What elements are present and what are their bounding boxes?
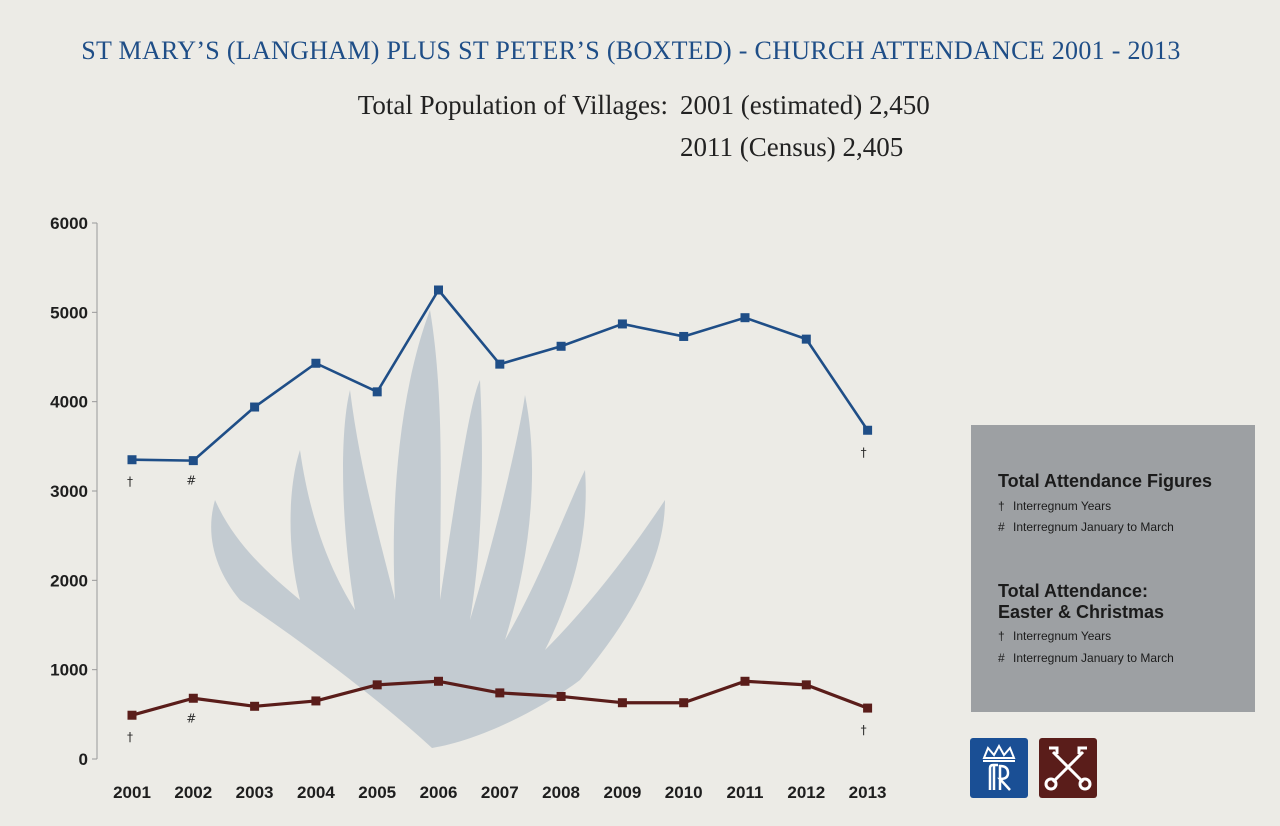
legend-title-total: Total Attendance Figures <box>998 471 1213 491</box>
x-tick-label: 2006 <box>420 783 458 802</box>
data-point <box>801 334 811 344</box>
legend-title-easter-christmas-line2: Easter & Christmas <box>998 602 1165 622</box>
legend-note-text: Interregnum January to March <box>1013 520 1174 534</box>
legend-note-text: Interregnum Years <box>1013 499 1112 513</box>
data-point <box>372 387 382 397</box>
x-tick-label: 2005 <box>358 783 396 802</box>
data-point <box>556 341 566 351</box>
legend-note-interregnum-years: † Interregnum Years <box>998 629 1111 643</box>
data-point <box>311 696 321 706</box>
x-tick-label: 2009 <box>603 783 641 802</box>
hash-symbol: # <box>998 651 1005 665</box>
x-tick-label: 2007 <box>481 783 519 802</box>
x-tick-label: 2002 <box>174 783 212 802</box>
data-point <box>434 676 443 686</box>
population-2011: 2011 (Census) 2,405 <box>680 132 904 162</box>
series-line <box>131 288 869 462</box>
data-point <box>188 456 198 466</box>
population-2001: 2001 (estimated) 2,450 <box>680 90 930 120</box>
x-tick-label: 2004 <box>297 783 335 802</box>
x-tick-label: 2003 <box>236 783 274 802</box>
interregnum-marker: # <box>186 711 196 725</box>
data-point <box>127 455 137 465</box>
y-tick-label: 2000 <box>50 571 88 590</box>
legend-title-easter-christmas-line1: Total Attendance: <box>998 581 1149 601</box>
flame-watermark-icon <box>211 310 665 748</box>
y-tick-label: 0 <box>79 750 88 769</box>
x-tick-label: 2001 <box>113 783 151 802</box>
y-axis: 0 1000 2000 3000 4000 5000 6000 <box>50 214 98 769</box>
y-tick-label: 5000 <box>50 303 88 322</box>
dagger-symbol: † <box>998 499 1005 513</box>
data-point <box>617 319 627 329</box>
y-tick-label: 6000 <box>50 214 88 233</box>
data-point <box>434 285 443 295</box>
data-point <box>250 701 260 711</box>
data-point <box>679 331 689 341</box>
chart-title: ST MARY’S (LANGHAM) PLUS ST PETER’S (BOX… <box>81 36 1181 65</box>
series-2: † # † <box>127 676 873 744</box>
y-tick-label: 3000 <box>50 482 88 501</box>
x-tick-label: 2012 <box>787 783 825 802</box>
x-tick-label: 2008 <box>542 783 580 802</box>
data-point <box>740 313 750 323</box>
x-tick-label: 2011 <box>727 783 764 802</box>
interregnum-marker: † <box>127 475 133 489</box>
series-1: † # † <box>127 285 873 489</box>
hash-symbol: # <box>998 520 1005 534</box>
interregnum-marker: † <box>127 730 133 744</box>
data-point <box>311 358 321 368</box>
legend-note-interregnum-jan-mar: # Interregnum January to March <box>998 520 1174 534</box>
series-layer: † # † † # † <box>127 285 873 744</box>
population-label: Total Population of Villages: <box>357 90 668 120</box>
dagger-symbol: † <box>998 629 1005 643</box>
data-point <box>495 359 505 369</box>
data-point <box>863 425 873 435</box>
data-point <box>556 691 566 701</box>
crown-monogram-icon <box>970 738 1028 798</box>
data-point <box>863 703 873 713</box>
legend-panel: Total Attendance Figures † Interregnum Ye… <box>971 425 1255 712</box>
data-point <box>495 688 505 698</box>
data-point <box>617 698 627 708</box>
x-axis: 2001 2002 2003 2004 2005 2006 2007 2008 2009 2010… <box>113 783 886 802</box>
legend-note-interregnum-years: † Interregnum Years <box>998 499 1111 513</box>
y-tick-label: 1000 <box>50 661 88 680</box>
legend-note-text: Interregnum January to March <box>1013 651 1174 665</box>
legend-note-interregnum-jan-mar: # Interregnum January to March <box>998 651 1174 665</box>
data-point <box>679 698 689 708</box>
x-tick-label: 2010 <box>665 783 703 802</box>
interregnum-marker: † <box>861 723 867 737</box>
legend-note-text: Interregnum Years <box>1013 629 1112 643</box>
crossed-keys-icon <box>1039 738 1097 798</box>
data-point <box>801 680 811 690</box>
data-point <box>127 710 137 720</box>
x-tick-label: 2013 <box>849 783 887 802</box>
y-tick-label: 4000 <box>50 393 88 412</box>
data-point <box>188 693 198 703</box>
interregnum-marker: † <box>861 445 867 459</box>
data-point <box>372 680 382 690</box>
data-point <box>250 402 260 412</box>
data-point <box>740 676 750 686</box>
interregnum-marker: # <box>186 474 196 488</box>
